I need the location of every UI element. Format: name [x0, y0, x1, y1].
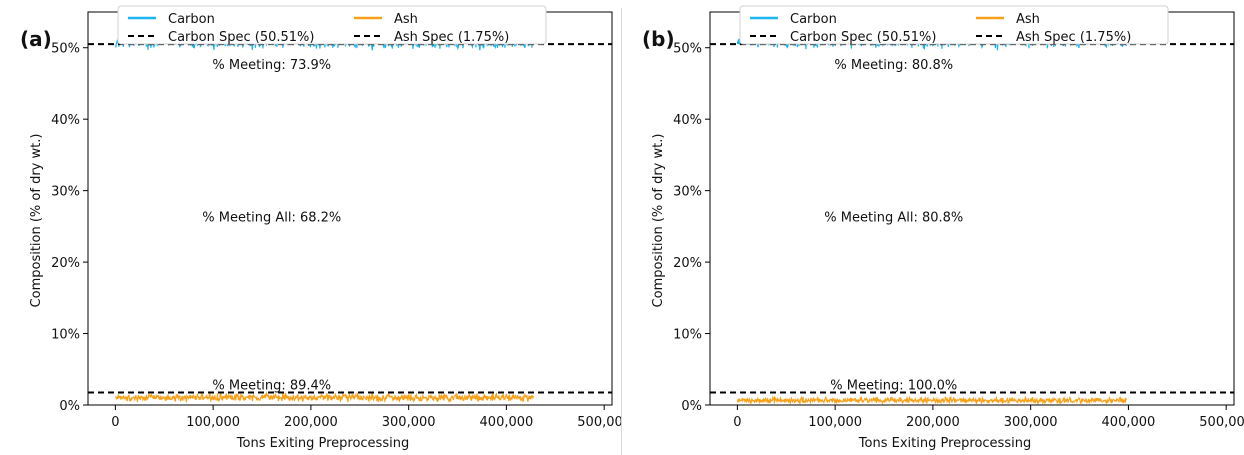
x-tick-label: 300,000 [382, 415, 436, 430]
legend-label: Ash Spec (1.75%) [394, 30, 509, 45]
x-axis-label: Tons Exiting Preprocessing [236, 436, 409, 451]
y-tick-label: 50% [51, 42, 80, 57]
annotation-label: % Meeting: 80.8% [834, 58, 953, 73]
chart-panel-a: 0% 10% 20% 30% 40% 50% 0 100,000 200,000 300,000 4… [0, 0, 621, 455]
x-tick-label: 0 [733, 415, 741, 430]
annotation-label: % Meeting All: 80.8% [824, 210, 963, 225]
series-ash-line [736, 395, 1127, 406]
chart-b: 0% 10% 20% 30% 40% 50% 0 100,000 200,000 300,000 4… [642, 5, 1244, 451]
y-axis-label: Composition (% of dry wt.) [29, 134, 44, 308]
legend-label: Ash [1016, 12, 1040, 27]
legend-box [739, 5, 1169, 45]
legend-label: Carbon [168, 12, 215, 27]
annotation-label: % Meeting: 73.9% [212, 58, 331, 73]
annotation-label: % Meeting: 100.0% [830, 378, 957, 393]
legend-label: Carbon Spec (50.51%) [790, 30, 936, 45]
x-axis-label: Tons Exiting Preprocessing [858, 436, 1031, 451]
y-tick-label: 0% [681, 399, 702, 414]
panel-divider [621, 8, 622, 455]
plot-frame [87, 11, 613, 406]
x-tick-label: 500,000 [577, 415, 621, 430]
y-tick-label: 10% [673, 328, 702, 343]
annotation-label: % Meeting: 89.4% [212, 378, 331, 393]
x-tick-label: 200,000 [284, 415, 338, 430]
chart-panel-b: 0% 10% 20% 30% 40% 50% 0 100,000 200,000 300,000 4… [622, 0, 1244, 455]
y-tick-label: 0% [59, 399, 80, 414]
series-ash-line [115, 391, 534, 404]
y-tick-label: 20% [51, 256, 80, 271]
legend-label: Ash Spec (1.75%) [1016, 30, 1131, 45]
legend-label: Carbon [790, 12, 837, 27]
x-tick-label: 0 [111, 415, 119, 430]
chart-a: 0% 10% 20% 30% 40% 50% 0 100,000 200,000 300,000 4… [20, 5, 621, 451]
annotation-label: % Meeting All: 68.2% [202, 210, 341, 225]
y-tick-label: 30% [51, 185, 80, 200]
plot-frame [709, 11, 1235, 406]
x-tick-label: 500,000 [1199, 415, 1244, 430]
panel-label: (b) [642, 27, 675, 51]
panel-label: (a) [20, 27, 52, 51]
y-tick-label: 20% [673, 256, 702, 271]
x-tick-label: 100,000 [808, 415, 862, 430]
y-tick-label: 50% [673, 42, 702, 57]
y-tick-label: 40% [673, 113, 702, 128]
x-tick-label: 200,000 [906, 415, 960, 430]
x-tick-label: 400,000 [480, 415, 534, 430]
x-tick-label: 300,000 [1004, 415, 1058, 430]
y-tick-label: 30% [673, 185, 702, 200]
y-tick-label: 40% [51, 113, 80, 128]
x-tick-label: 100,000 [186, 415, 240, 430]
legend-label: Ash [394, 12, 418, 27]
legend-label: Carbon Spec (50.51%) [168, 30, 314, 45]
x-tick-label: 400,000 [1102, 415, 1156, 430]
legend-box [117, 5, 547, 45]
y-tick-label: 10% [51, 328, 80, 343]
y-axis-label: Composition (% of dry wt.) [651, 134, 666, 308]
